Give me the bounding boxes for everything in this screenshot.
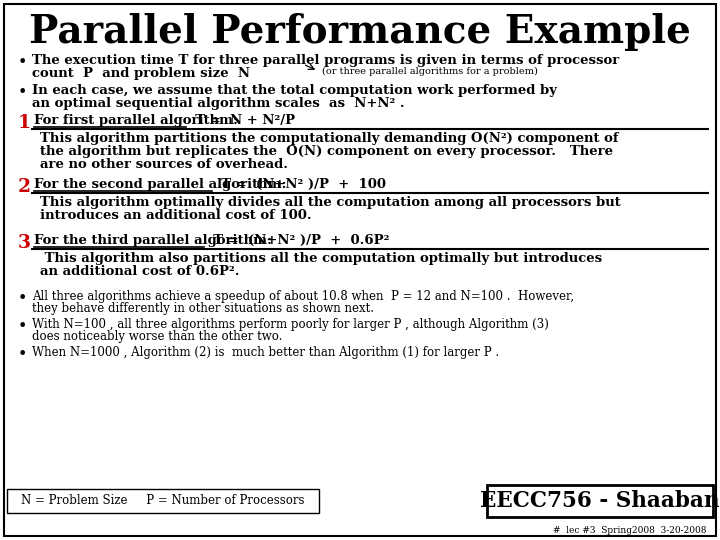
Text: •: • [18,290,27,307]
Text: In each case, we assume that the total computation work performed by: In each case, we assume that the total c… [32,84,557,97]
Text: 2: 2 [18,178,31,196]
Text: •: • [18,84,27,101]
Text: •: • [18,54,27,71]
FancyBboxPatch shape [487,485,713,517]
Text: N = Problem Size     P = Number of Processors: N = Problem Size P = Number of Processor… [22,495,305,508]
Text: When N=1000 , Algorithm (2) is  much better than Algorithm (1) for larger P .: When N=1000 , Algorithm (2) is much bett… [32,346,499,359]
Text: For the second parallel algorithm:: For the second parallel algorithm: [34,178,287,191]
Text: For the third parallel algorithm:: For the third parallel algorithm: [34,234,272,247]
Text: an additional cost of 0.6P².: an additional cost of 0.6P². [40,265,240,278]
Text: (or three parallel algorithms for a problem): (or three parallel algorithms for a prob… [322,67,538,76]
Text: •: • [18,318,27,335]
Text: T =  N + N²/P: T = N + N²/P [186,114,295,127]
Text: All three algorithms achieve a speedup of about 10.8 when  P = 12 and N=100 .  H: All three algorithms achieve a speedup o… [32,290,574,303]
Text: This algorithm partitions the computationally demanding O(N²) component of: This algorithm partitions the computatio… [40,132,618,145]
Text: introduces an additional cost of 100.: introduces an additional cost of 100. [40,209,312,222]
Text: This algorithm also partitions all the computation optimally but introduces: This algorithm also partitions all the c… [40,252,602,265]
Text: 3: 3 [18,234,31,252]
Text: With N=100 , all three algorithms perform poorly for larger P , although Algorit: With N=100 , all three algorithms perfor… [32,318,549,331]
FancyBboxPatch shape [4,4,716,536]
Text: count  P  and problem size  N: count P and problem size N [32,67,250,80]
Text: This algorithm optimally divides all the computation among all processors but: This algorithm optimally divides all the… [40,196,621,209]
Text: T =  (N+N² )/P  +  100: T = (N+N² )/P + 100 [212,178,386,191]
Text: the algorithm but replicates the  O(N) component on every processor.   There: the algorithm but replicates the O(N) co… [40,145,613,158]
Text: T =  (N+N² )/P  +  0.6P²: T = (N+N² )/P + 0.6P² [204,234,390,247]
Text: does noticeably worse than the other two.: does noticeably worse than the other two… [32,330,282,343]
Text: are no other sources of overhead.: are no other sources of overhead. [40,158,288,171]
Text: For first parallel algorithm:: For first parallel algorithm: [34,114,238,127]
Text: they behave differently in other situations as shown next.: they behave differently in other situati… [32,302,374,315]
Text: EECC756 - Shaaban: EECC756 - Shaaban [480,490,720,512]
Text: •: • [18,346,27,363]
Text: 1: 1 [18,114,31,132]
Text: Parallel Performance Example: Parallel Performance Example [29,13,691,51]
Text: an optimal sequential algorithm scales  as  N+N² .: an optimal sequential algorithm scales a… [32,97,405,110]
Text: The execution time T for three parallel programs is given in terms of processor: The execution time T for three parallel … [32,54,619,67]
Text: #  lec #3  Spring2008  3-20-2008: # lec #3 Spring2008 3-20-2008 [553,526,707,535]
FancyBboxPatch shape [7,489,319,513]
